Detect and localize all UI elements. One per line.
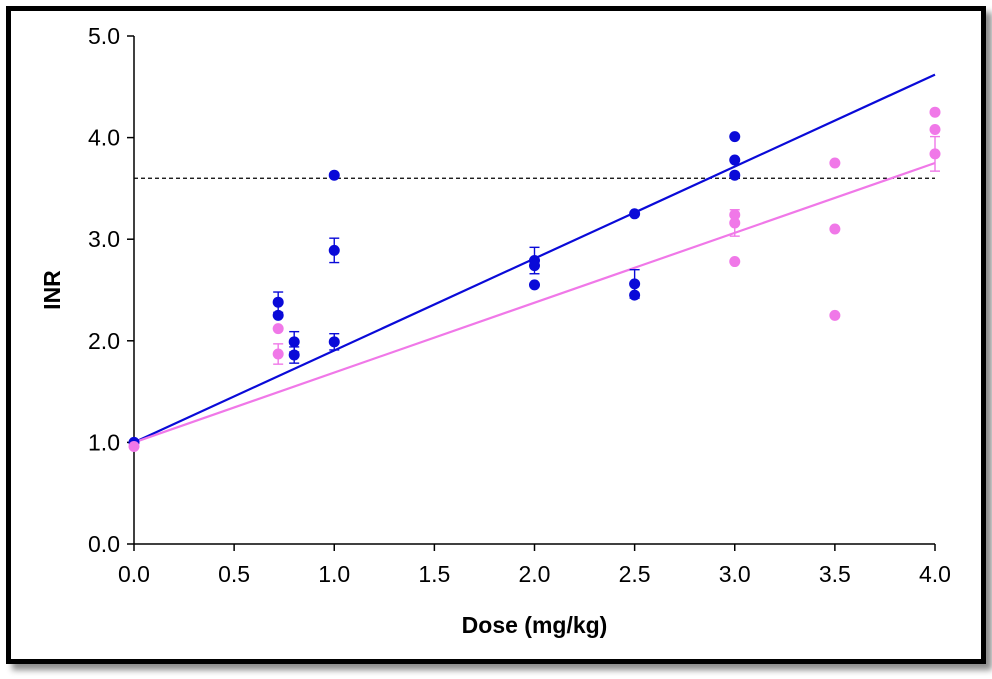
data-point bbox=[729, 131, 741, 143]
x-axis-ticks: 0.0 0.5 1.0 1.5 2.0 2.5 3.0 3.5 4.0 bbox=[118, 544, 951, 587]
data-point bbox=[729, 154, 741, 166]
data-point bbox=[529, 279, 540, 291]
x-tick-label: 0.5 bbox=[218, 561, 250, 587]
data-point bbox=[272, 309, 284, 321]
data-point bbox=[328, 336, 340, 348]
data-point bbox=[729, 209, 741, 221]
y-tick-label: 2.0 bbox=[88, 328, 120, 354]
x-axis-title: Dose (mg/kg) bbox=[462, 612, 608, 638]
trendline bbox=[133, 161, 936, 444]
data-point bbox=[729, 217, 741, 229]
x-tick-label: 2.0 bbox=[519, 561, 551, 587]
y-axis-ticks: 0.0 1.0 2.0 3.0 4.0 5.0 bbox=[88, 23, 134, 557]
x-tick-label: 3.5 bbox=[819, 561, 851, 587]
error-bars bbox=[273, 135, 940, 365]
data-point bbox=[629, 208, 641, 220]
x-tick-label: 0.0 bbox=[118, 561, 150, 587]
data-point bbox=[929, 106, 941, 118]
x-tick-label: 2.5 bbox=[619, 561, 651, 587]
data-point bbox=[829, 309, 841, 321]
data-point bbox=[829, 157, 841, 169]
data-point bbox=[328, 169, 340, 181]
x-tick-label: 1.0 bbox=[318, 561, 350, 587]
data-point bbox=[272, 296, 284, 308]
data-point bbox=[272, 323, 284, 335]
y-tick-label: 0.0 bbox=[88, 531, 120, 557]
data-point bbox=[829, 223, 841, 235]
data-point bbox=[629, 289, 641, 301]
y-tick-label: 5.0 bbox=[88, 23, 120, 49]
data-point bbox=[929, 123, 941, 135]
data-point bbox=[729, 169, 741, 181]
data-point bbox=[529, 260, 540, 272]
y-tick-label: 3.0 bbox=[88, 226, 120, 252]
data-point bbox=[272, 348, 284, 360]
data-point bbox=[328, 244, 340, 256]
data-point bbox=[629, 278, 641, 290]
data-point bbox=[729, 256, 741, 268]
x-tick-label: 4.0 bbox=[919, 561, 951, 587]
data-points bbox=[128, 106, 941, 452]
y-tick-label: 4.0 bbox=[88, 125, 120, 151]
data-point bbox=[929, 148, 941, 160]
data-point bbox=[128, 440, 140, 452]
x-tick-label: 1.5 bbox=[418, 561, 450, 587]
data-point bbox=[288, 349, 300, 361]
data-point bbox=[288, 336, 300, 348]
chart-frame bbox=[6, 6, 986, 664]
y-tick-label: 1.0 bbox=[88, 429, 120, 455]
x-tick-label: 3.0 bbox=[719, 561, 751, 587]
y-axis-title: INR bbox=[39, 270, 65, 310]
